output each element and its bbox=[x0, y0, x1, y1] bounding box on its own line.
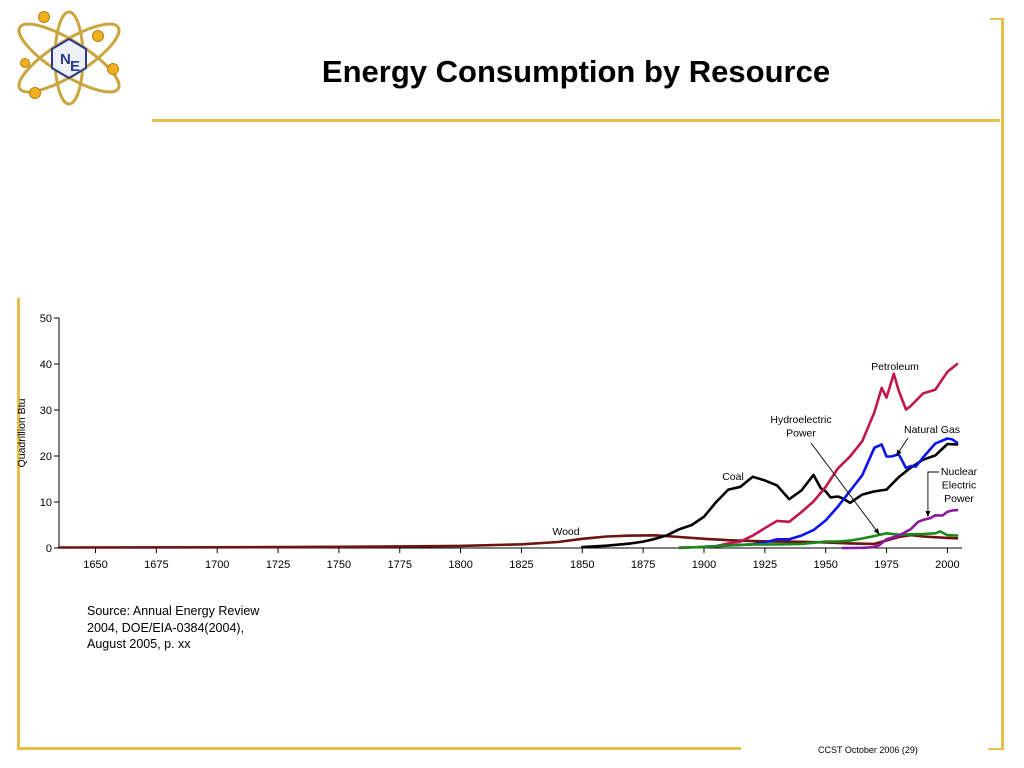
series-line-nuclear bbox=[841, 508, 959, 550]
x-tick-label: 1750 bbox=[327, 559, 351, 571]
y-tick-label: 10 bbox=[40, 497, 52, 509]
x-tick-label: 1725 bbox=[266, 559, 290, 571]
logo-letter-n: N bbox=[60, 51, 71, 68]
x-tick-label: 1850 bbox=[570, 559, 594, 571]
frame-right-border bbox=[1001, 18, 1004, 750]
frame-left-border bbox=[17, 298, 20, 750]
annotation-label-nuclear: Nuclear bbox=[941, 466, 978, 478]
x-tick-label: 1975 bbox=[874, 559, 898, 571]
series-line-hydroelectric bbox=[678, 530, 959, 550]
y-tick-label: 30 bbox=[40, 405, 52, 417]
y-tick-label: 50 bbox=[40, 313, 52, 325]
annotation-arrow-natural-gas bbox=[895, 437, 909, 457]
x-tick-label: 1875 bbox=[631, 559, 655, 571]
x-tick-label: 2000 bbox=[935, 559, 959, 571]
source-note: Source: Annual Energy Review 2004, DOE/E… bbox=[87, 603, 317, 653]
x-tick-label: 1925 bbox=[753, 559, 777, 571]
annotation-label-hydroelectric: Power bbox=[786, 428, 816, 440]
series-line-wood bbox=[57, 533, 959, 549]
x-tick-label: 1650 bbox=[83, 559, 107, 571]
annotation-label-coal: Coal bbox=[722, 471, 744, 483]
footer-text: CCST October 2006 (29) bbox=[818, 745, 918, 755]
x-tick-label: 1800 bbox=[448, 559, 472, 571]
logo-letter-e: E bbox=[70, 58, 80, 75]
energy-consumption-chart: 0 10 20 30 40 50 1650 1675 1700 1725 1750 1775 1800 1… bbox=[16, 313, 978, 571]
chart-axes: 0 10 20 30 40 50 1650 1675 1700 1725 1750 1775 1800 1… bbox=[40, 313, 962, 571]
series-line-petroleum bbox=[678, 362, 959, 549]
title-underline bbox=[152, 119, 1000, 122]
x-tick-label: 1825 bbox=[509, 559, 533, 571]
annotation-label-wood: Wood bbox=[552, 526, 579, 538]
annotation-label-petroleum: Petroleum bbox=[871, 361, 919, 373]
frame-corner-top bbox=[990, 18, 1004, 20]
x-tick-label: 1950 bbox=[813, 559, 837, 571]
source-line: 2004, DOE/EIA-0384(2004), bbox=[87, 620, 245, 635]
x-tick-label: 1675 bbox=[144, 559, 168, 571]
y-axis-label: Quadrillion Btu bbox=[16, 398, 28, 467]
annotation-label-nuclear: Electric bbox=[942, 480, 976, 492]
annotation-arrow-nuclear bbox=[925, 471, 939, 518]
y-tick-label: 20 bbox=[40, 451, 52, 463]
source-line: Source: Annual Energy Review bbox=[87, 604, 260, 618]
y-tick-label: 40 bbox=[40, 359, 52, 371]
frame-corner-bottom bbox=[988, 748, 1004, 750]
source-line: August 2005, p. xx bbox=[87, 637, 191, 651]
annotation-arrow-hydroelectric bbox=[810, 442, 880, 535]
x-tick-label: 1775 bbox=[388, 559, 412, 571]
annotation-label-nuclear: Power bbox=[944, 493, 974, 505]
annotation-label-hydroelectric: Hydroelectric bbox=[770, 414, 831, 426]
x-tick-label: 1700 bbox=[205, 559, 229, 571]
frame-bottom-border bbox=[17, 747, 741, 750]
chart-annotations: Petroleum Hydroelectric Power Natural Gas Nu… bbox=[552, 361, 977, 538]
x-tick-label: 1900 bbox=[692, 559, 716, 571]
series-line-coal bbox=[580, 442, 959, 549]
chart-series bbox=[57, 362, 959, 550]
series-line-natural-gas bbox=[702, 437, 959, 549]
y-tick-label: 0 bbox=[46, 543, 52, 555]
annotation-label-natural-gas: Natural Gas bbox=[904, 424, 960, 436]
slide-title: Energy Consumption by Resource bbox=[321, 54, 831, 89]
atom-logo: N E bbox=[17, 10, 121, 106]
